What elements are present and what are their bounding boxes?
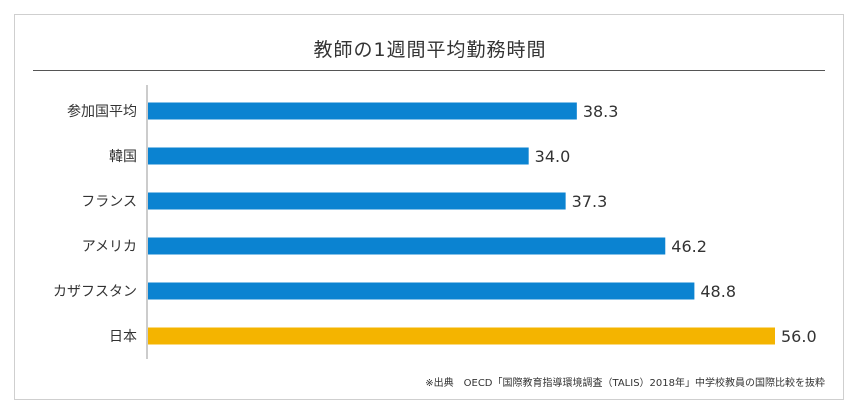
- category-label-2: フランス: [81, 194, 137, 210]
- value-label-3: 46.2: [671, 237, 707, 256]
- category-label-3: アメリカ: [82, 239, 137, 255]
- bar-4: [148, 282, 695, 300]
- chart-card: 教師の1週間平均勤務時間 参加国平均 38.3 韓国 34.0 フランス 37.3 アメリカ…: [14, 14, 844, 400]
- bar-1: [148, 147, 529, 165]
- category-label-4: カザフスタン: [53, 284, 137, 300]
- value-label-4: 48.8: [700, 282, 736, 301]
- title-divider: [33, 70, 825, 71]
- bar-0: [148, 102, 577, 120]
- bar-chart: 参加国平均 38.3 韓国 34.0 フランス 37.3 アメリカ 46.2 カザフスタン 48.…: [53, 85, 817, 359]
- source-note: ※出典 OECD「国際教育指導環境調査（TALIS）2018年」中学校教員の国際…: [425, 378, 825, 389]
- value-label-1: 34.0: [535, 147, 571, 166]
- category-label-0: 参加国平均: [67, 103, 137, 120]
- value-label-0: 38.3: [583, 102, 619, 121]
- value-label-5: 56.0: [781, 327, 817, 346]
- bar-2: [148, 192, 566, 210]
- bar-5: [148, 327, 775, 345]
- bar-3: [148, 237, 666, 255]
- category-label-1: 韓国: [109, 149, 137, 165]
- category-label-5: 日本: [109, 329, 137, 345]
- chart-title: 教師の1週間平均勤務時間: [313, 39, 547, 61]
- value-label-2: 37.3: [572, 192, 608, 211]
